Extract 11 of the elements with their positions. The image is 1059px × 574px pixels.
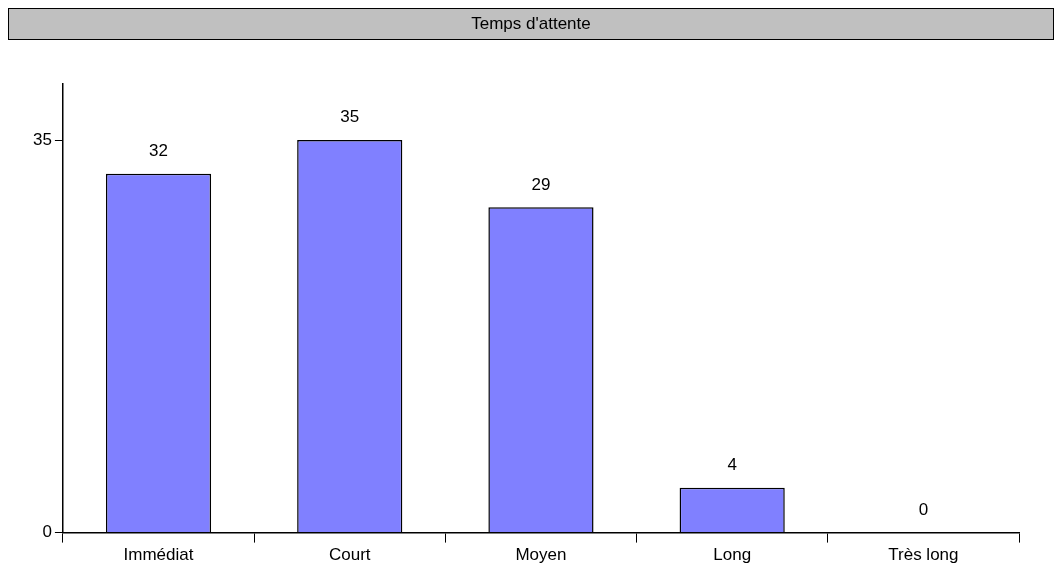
x-tick-label: Très long xyxy=(888,545,959,565)
x-tick-label: Long xyxy=(713,545,752,565)
data-label: 4 xyxy=(727,454,737,474)
data-label: 32 xyxy=(149,140,168,160)
data-label: 35 xyxy=(340,107,360,127)
chart-title: Temps d'attente xyxy=(8,8,1054,40)
x-tick-label: Court xyxy=(328,545,371,565)
x-tick-label: Immédiat xyxy=(123,545,194,565)
data-label: 0 xyxy=(918,499,929,519)
x-tick-label: Moyen xyxy=(515,545,567,565)
data-label: 29 xyxy=(531,174,551,194)
